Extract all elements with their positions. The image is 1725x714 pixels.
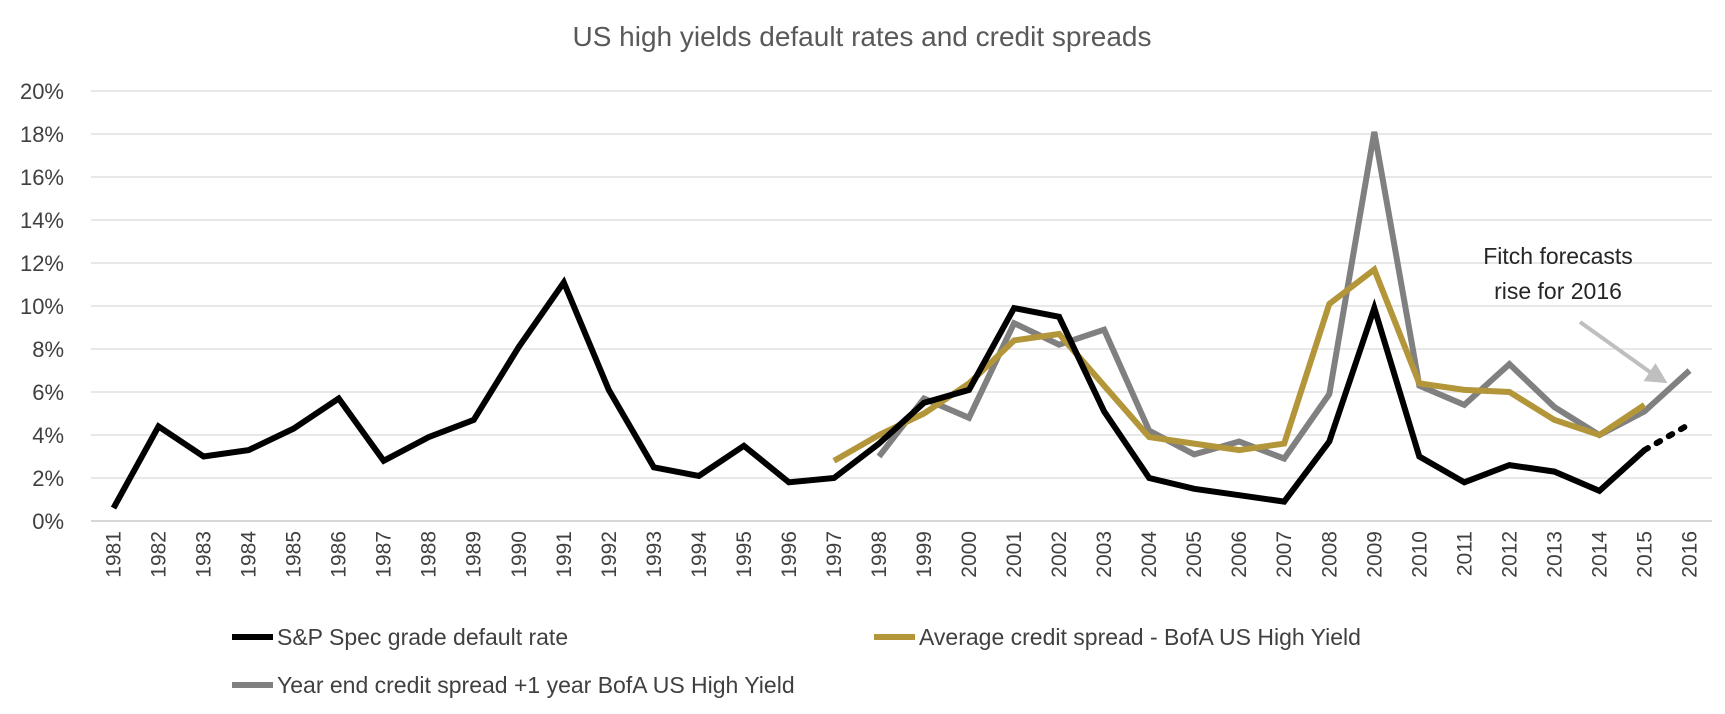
y-tick-label: 0% bbox=[32, 509, 64, 534]
x-tick-label: 1996 bbox=[778, 531, 801, 578]
series-line bbox=[832, 264, 1647, 464]
x-tick-label: 1988 bbox=[418, 531, 441, 578]
x-tick-label: 2014 bbox=[1588, 531, 1611, 578]
y-tick-label: 16% bbox=[20, 165, 64, 190]
x-tick-label: 2016 bbox=[1678, 531, 1701, 578]
y-tick-label: 14% bbox=[20, 208, 64, 233]
gridlines bbox=[91, 90, 1712, 522]
annotation: Fitch forecasts rise for 2016 bbox=[1483, 243, 1668, 384]
x-axis-ticks: 1981 1982 1983 1984 1985 1986 1987 1988 1989 1990… bbox=[103, 531, 1702, 578]
y-tick-label: 12% bbox=[20, 251, 64, 276]
series-line bbox=[110, 276, 1647, 510]
forecast-line bbox=[1641, 421, 1693, 454]
x-tick-label: 2015 bbox=[1633, 531, 1656, 578]
x-tick-label: 1992 bbox=[598, 531, 621, 578]
y-tick-label: 8% bbox=[32, 337, 64, 362]
x-tick-label: 2005 bbox=[1183, 531, 1206, 578]
x-tick-label: 1990 bbox=[508, 531, 531, 578]
x-tick-label: 1991 bbox=[553, 531, 576, 578]
y-tick-label: 6% bbox=[32, 380, 64, 405]
y-tick-label: 2% bbox=[32, 466, 64, 491]
legend: S&P Spec grade default rate Average credi… bbox=[232, 624, 1361, 698]
x-tick-label: 2010 bbox=[1408, 531, 1431, 578]
legend-label: S&P Spec grade default rate bbox=[277, 624, 568, 650]
x-tick-label: 2008 bbox=[1318, 531, 1341, 578]
chart-title: US high yields default rates and credit … bbox=[573, 21, 1152, 52]
x-tick-label: 1997 bbox=[823, 531, 846, 578]
annotation-line-1: Fitch forecasts bbox=[1483, 243, 1633, 269]
x-tick-label: 2007 bbox=[1273, 531, 1296, 578]
series-lines bbox=[110, 131, 1693, 510]
x-tick-label: 2002 bbox=[1048, 531, 1071, 578]
x-tick-label: 2012 bbox=[1498, 531, 1521, 578]
x-tick-label: 2000 bbox=[958, 531, 981, 578]
x-tick-label: 2011 bbox=[1453, 531, 1476, 576]
x-tick-label: 1994 bbox=[688, 531, 711, 578]
x-tick-label: 1995 bbox=[733, 531, 756, 578]
annotation-line-2: rise for 2016 bbox=[1494, 278, 1622, 304]
y-axis-ticks: 0% 2% 4% 6% 8% 10% 12% 14% 16% 18% 20% bbox=[20, 79, 64, 534]
x-tick-label: 1987 bbox=[373, 531, 396, 578]
x-tick-label: 1983 bbox=[193, 531, 216, 578]
x-tick-label: 1982 bbox=[148, 531, 171, 578]
annotation-arrow-head bbox=[1643, 363, 1668, 384]
x-tick-label: 1999 bbox=[913, 531, 936, 578]
y-tick-label: 20% bbox=[20, 79, 64, 104]
legend-label: Average credit spread - BofA US High Yie… bbox=[919, 624, 1361, 650]
x-tick-label: 1986 bbox=[328, 531, 351, 578]
x-tick-label: 1984 bbox=[238, 531, 261, 578]
legend-label: Year end credit spread +1 year BofA US H… bbox=[277, 672, 795, 698]
x-tick-label: 2001 bbox=[1003, 531, 1026, 578]
x-tick-label: 1985 bbox=[283, 531, 306, 578]
x-tick-label: 1998 bbox=[868, 531, 891, 578]
x-tick-label: 2003 bbox=[1093, 531, 1116, 578]
x-tick-label: 2013 bbox=[1543, 531, 1566, 578]
annotation-arrow-shaft bbox=[1578, 320, 1653, 375]
y-tick-label: 18% bbox=[20, 122, 64, 147]
y-tick-label: 10% bbox=[20, 294, 64, 319]
series-line bbox=[876, 131, 1692, 463]
x-tick-label: 2009 bbox=[1363, 531, 1386, 578]
x-tick-label: 2004 bbox=[1138, 531, 1161, 578]
x-tick-label: 1993 bbox=[643, 531, 666, 578]
x-tick-label: 2006 bbox=[1228, 531, 1251, 578]
y-tick-label: 4% bbox=[32, 423, 64, 448]
x-tick-label: 1989 bbox=[463, 531, 486, 578]
x-tick-label: 1981 bbox=[103, 531, 126, 578]
